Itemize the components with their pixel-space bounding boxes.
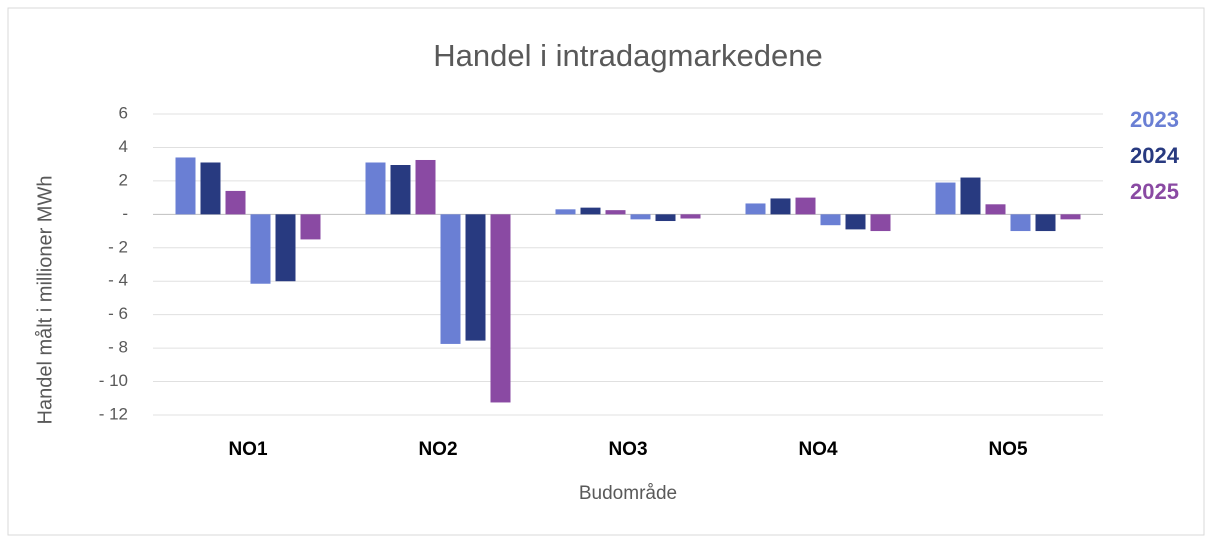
legend-entry: 2023	[1130, 107, 1179, 132]
bar	[580, 207, 601, 215]
bar	[770, 198, 791, 215]
bar	[390, 165, 411, 215]
bar	[440, 214, 461, 344]
bar	[605, 210, 626, 215]
x-axis-label: Budområde	[579, 483, 677, 504]
x-tick-label: NO3	[608, 439, 647, 460]
bar	[820, 214, 841, 226]
bar	[870, 214, 891, 232]
y-tick-label: - 2	[108, 237, 128, 256]
y-tick-label: - 12	[99, 404, 128, 423]
bar	[465, 214, 486, 341]
y-axis-label: Handel målt i millioner MWh	[34, 176, 56, 425]
bar	[1060, 214, 1081, 220]
bar	[175, 157, 196, 215]
bar	[630, 214, 651, 220]
y-tick-label: 2	[119, 170, 128, 189]
bar	[935, 182, 956, 215]
bar	[795, 197, 816, 215]
legend-entry: 2024	[1130, 143, 1180, 168]
y-tick-label: 6	[119, 103, 128, 122]
y-tick-label: - 10	[99, 371, 128, 390]
bar	[200, 162, 221, 215]
y-tick-label: 4	[119, 137, 128, 156]
y-tick-label: -	[122, 204, 128, 223]
x-tick-label: NO1	[228, 439, 268, 460]
y-tick-label: - 4	[108, 271, 128, 290]
bar	[225, 190, 246, 215]
bar	[365, 162, 386, 215]
bar	[1010, 214, 1031, 232]
y-tick-label: - 6	[108, 304, 128, 323]
legend-entry: 2025	[1130, 179, 1179, 204]
bar	[555, 209, 576, 215]
x-tick-label: NO5	[988, 439, 1028, 460]
bar	[845, 214, 866, 230]
bar	[655, 214, 676, 222]
bar	[985, 204, 1006, 215]
y-tick-label: - 8	[108, 338, 128, 357]
x-tick-label: NO2	[418, 439, 457, 460]
bar	[680, 214, 701, 219]
chart-title: Handel i intradagmarkedene	[433, 38, 822, 73]
x-tick-label: NO4	[798, 439, 838, 460]
bar	[275, 214, 296, 282]
bar	[960, 177, 981, 215]
bar	[300, 214, 321, 240]
bar	[490, 214, 511, 403]
chart-border	[7, 7, 1205, 536]
bar	[415, 159, 436, 215]
bar	[1035, 214, 1056, 232]
bar	[745, 203, 766, 215]
bar	[250, 214, 271, 284]
